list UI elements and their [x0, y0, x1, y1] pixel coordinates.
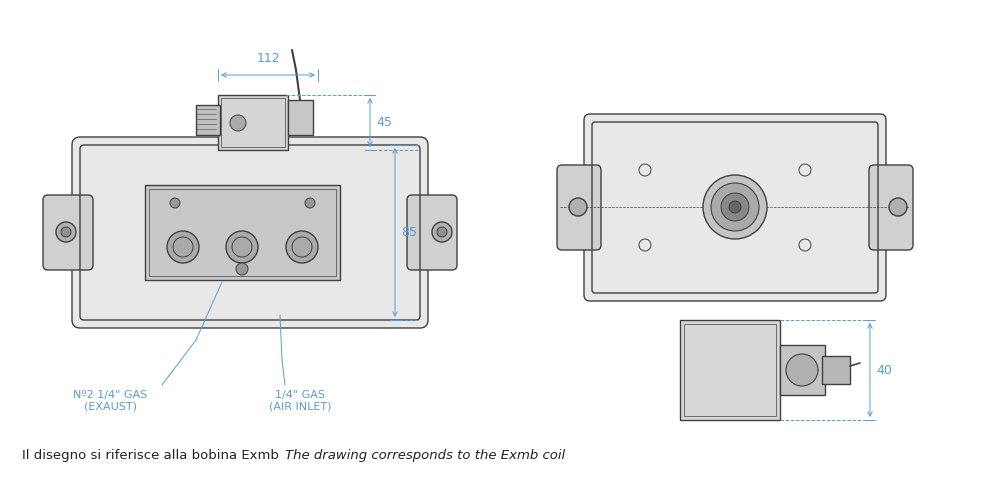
Circle shape — [889, 198, 907, 216]
Bar — [288, 100, 313, 135]
Circle shape — [236, 263, 248, 275]
Circle shape — [569, 198, 587, 216]
Text: Il disegno si riferisce alla bobina Exmb: Il disegno si riferisce alla bobina Exmb — [22, 448, 279, 462]
Text: 1/4" GAS
(AIR INLET): 1/4" GAS (AIR INLET) — [269, 390, 332, 411]
Circle shape — [56, 222, 76, 242]
Circle shape — [286, 231, 318, 263]
Bar — [221, 98, 285, 147]
Text: 85: 85 — [401, 226, 417, 239]
Bar — [680, 320, 780, 420]
Circle shape — [170, 198, 180, 208]
Circle shape — [226, 231, 258, 263]
Circle shape — [437, 227, 447, 237]
Circle shape — [729, 201, 741, 213]
Bar — [145, 185, 340, 280]
Circle shape — [786, 354, 818, 386]
Bar — [149, 189, 336, 276]
Circle shape — [305, 198, 315, 208]
Circle shape — [432, 222, 452, 242]
Circle shape — [721, 193, 749, 221]
Text: The drawing corresponds to the Exmb coil: The drawing corresponds to the Exmb coil — [285, 448, 565, 462]
Bar — [822, 356, 850, 384]
Circle shape — [167, 231, 199, 263]
Bar — [780, 345, 825, 395]
Circle shape — [230, 115, 246, 131]
Bar — [684, 324, 776, 416]
Bar — [218, 95, 288, 150]
Bar — [196, 105, 220, 135]
Circle shape — [711, 183, 759, 231]
Circle shape — [61, 227, 71, 237]
FancyBboxPatch shape — [557, 165, 601, 250]
Circle shape — [703, 175, 767, 239]
Text: Nº2 1/4" GAS
(EXAUST): Nº2 1/4" GAS (EXAUST) — [73, 390, 147, 411]
FancyBboxPatch shape — [43, 195, 93, 270]
Text: 40: 40 — [876, 364, 891, 376]
Text: 112: 112 — [256, 52, 280, 65]
FancyBboxPatch shape — [584, 114, 886, 301]
FancyBboxPatch shape — [869, 165, 913, 250]
Text: 45: 45 — [376, 116, 391, 129]
FancyBboxPatch shape — [72, 137, 428, 328]
FancyBboxPatch shape — [407, 195, 457, 270]
